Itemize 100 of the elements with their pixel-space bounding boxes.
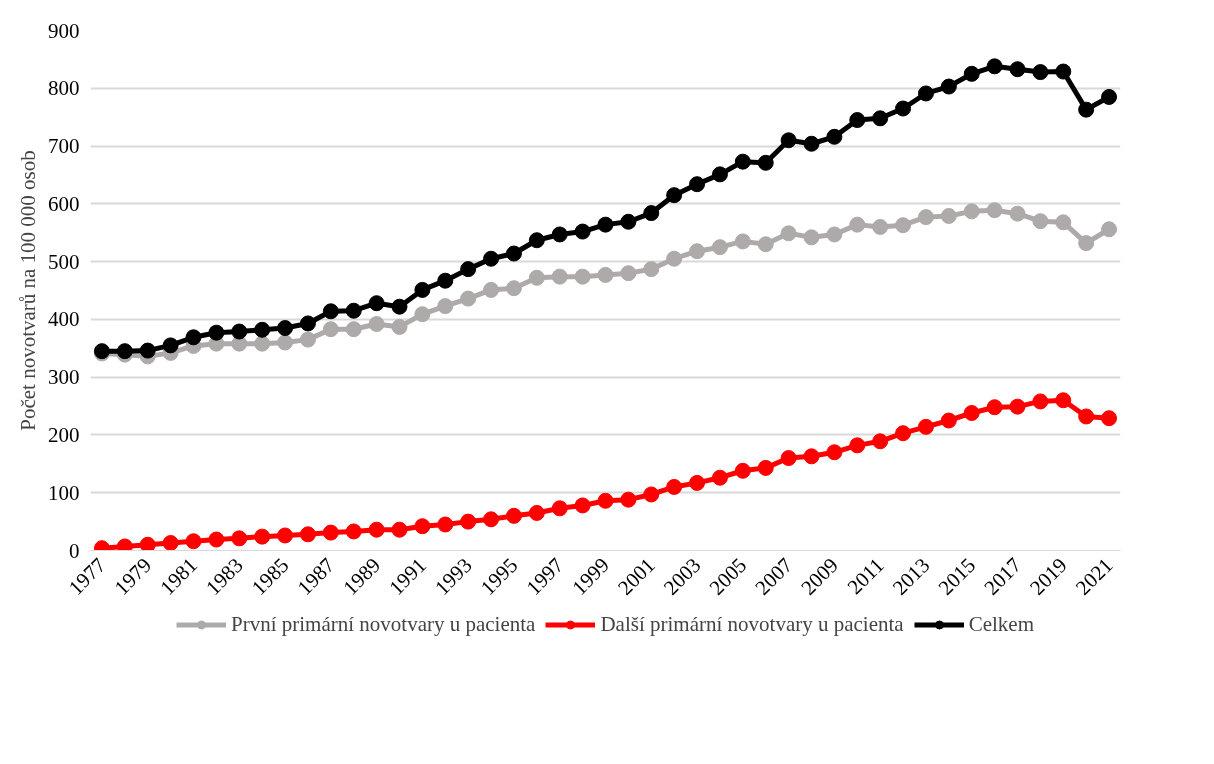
point: [254, 528, 271, 545]
point: [483, 250, 500, 267]
y-tick-label: 600: [48, 191, 80, 216]
point: [734, 233, 751, 250]
point: [963, 203, 980, 220]
point: [1009, 205, 1026, 222]
legend-label: První primární novotvary u pacienta: [231, 611, 536, 637]
point: [620, 213, 637, 230]
point: [505, 507, 522, 524]
y-tick-label: 800: [48, 76, 80, 101]
point: [872, 110, 889, 127]
point: [597, 216, 614, 233]
point: [299, 526, 316, 543]
point: [757, 459, 774, 476]
point: [1032, 393, 1049, 410]
y-tick-label: 900: [48, 18, 80, 43]
point: [711, 239, 728, 256]
point: [780, 132, 797, 149]
point: [277, 320, 294, 337]
point: [162, 535, 179, 551]
y-axis-title: Počet novotvarů na 100 000 osob: [16, 150, 40, 431]
point: [643, 486, 660, 503]
point: [757, 236, 774, 253]
point: [414, 281, 431, 298]
point: [254, 335, 271, 352]
point: [917, 85, 934, 102]
point: [368, 521, 385, 538]
point: [574, 268, 591, 285]
point: [1055, 214, 1072, 231]
point: [414, 518, 431, 535]
point: [277, 334, 294, 351]
point: [1078, 101, 1095, 118]
point: [551, 226, 568, 243]
point: [803, 135, 820, 152]
point: [368, 295, 385, 312]
point: [345, 523, 362, 540]
point: [1032, 213, 1049, 230]
point: [391, 298, 408, 315]
point: [116, 538, 133, 551]
point: [528, 269, 545, 286]
point: [1055, 63, 1072, 80]
point: [437, 298, 454, 315]
point: [780, 450, 797, 467]
point: [689, 474, 706, 491]
point: [643, 261, 660, 278]
point: [734, 462, 751, 479]
point: [368, 316, 385, 332]
point: [666, 187, 683, 204]
point: [505, 245, 522, 262]
point: [711, 469, 728, 486]
point: [322, 321, 339, 338]
point: [1032, 64, 1049, 81]
legend-label: Další primární novotvary u pacienta: [600, 611, 904, 637]
point: [551, 500, 568, 517]
point: [643, 205, 660, 222]
point: [689, 243, 706, 260]
point: [940, 412, 957, 429]
point: [483, 281, 500, 298]
point: [528, 232, 545, 249]
point: [460, 513, 477, 530]
point: [322, 303, 339, 320]
point: [1009, 398, 1026, 415]
legend-label: Celkem: [968, 611, 1034, 637]
point: [620, 491, 637, 508]
x-tick-label: 2011: [842, 553, 889, 600]
y-tick-label: 300: [48, 365, 80, 390]
point: [826, 226, 843, 243]
point: [528, 504, 545, 521]
point: [1101, 221, 1118, 238]
point: [666, 478, 683, 495]
point: [666, 250, 683, 267]
point: [620, 265, 637, 282]
point: [414, 306, 431, 323]
point: [391, 521, 408, 538]
point: [872, 218, 889, 235]
point: [162, 337, 179, 354]
point: [1101, 410, 1118, 427]
point: [460, 290, 477, 307]
point: [1009, 61, 1026, 78]
point: [711, 166, 728, 183]
point: [1078, 235, 1095, 252]
point: [345, 302, 362, 319]
point: [483, 511, 500, 528]
point: [986, 399, 1003, 416]
point: [803, 229, 820, 246]
point: [437, 516, 454, 533]
point: [917, 418, 934, 435]
point: [391, 318, 408, 335]
point: [460, 261, 477, 278]
y-tick-label: 0: [69, 538, 80, 563]
point: [299, 315, 316, 332]
point: [895, 100, 912, 117]
point: [231, 530, 248, 547]
point: [895, 217, 912, 234]
point: [963, 405, 980, 421]
point: [826, 444, 843, 461]
y-tick-label: 500: [48, 249, 80, 274]
point: [849, 437, 866, 454]
point: [574, 223, 591, 240]
point: [1055, 392, 1072, 409]
